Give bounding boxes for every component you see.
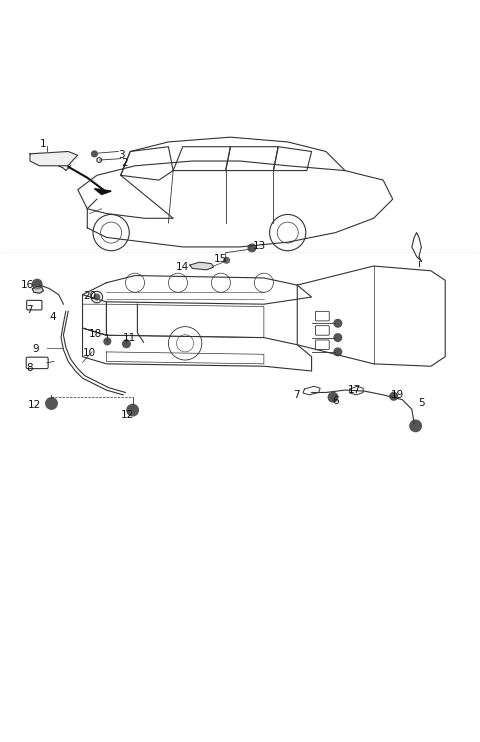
Circle shape	[92, 151, 97, 157]
Circle shape	[410, 420, 421, 432]
Text: 7: 7	[26, 305, 32, 315]
Circle shape	[46, 398, 57, 409]
Text: 16: 16	[21, 280, 34, 290]
Text: 12: 12	[121, 410, 134, 420]
Text: 17: 17	[348, 385, 361, 395]
Text: 9: 9	[33, 344, 39, 354]
Circle shape	[334, 334, 342, 341]
Circle shape	[122, 340, 130, 347]
Circle shape	[248, 244, 256, 252]
Text: 8: 8	[26, 363, 32, 372]
Text: 4: 4	[49, 312, 56, 322]
Text: 20: 20	[83, 291, 96, 301]
Text: 3: 3	[119, 150, 125, 160]
Text: 13: 13	[252, 241, 266, 251]
Polygon shape	[95, 188, 111, 194]
Text: 10: 10	[83, 348, 96, 358]
Text: 7: 7	[293, 390, 300, 400]
Text: 19: 19	[391, 390, 404, 400]
Circle shape	[33, 280, 42, 289]
Text: 2: 2	[121, 158, 128, 168]
Text: 12: 12	[28, 401, 41, 410]
Circle shape	[224, 257, 229, 263]
Text: 18: 18	[89, 329, 103, 339]
Polygon shape	[190, 262, 214, 270]
Text: 1: 1	[40, 139, 47, 149]
Text: 5: 5	[418, 398, 425, 408]
Text: 15: 15	[213, 254, 227, 264]
Circle shape	[94, 294, 100, 300]
Circle shape	[334, 320, 342, 327]
Polygon shape	[33, 286, 43, 293]
Circle shape	[127, 404, 138, 416]
Circle shape	[328, 393, 338, 402]
Circle shape	[334, 348, 342, 355]
Text: 14: 14	[176, 262, 189, 272]
Text: 11: 11	[123, 332, 136, 343]
Circle shape	[390, 393, 397, 400]
Circle shape	[104, 338, 111, 345]
Text: 6: 6	[332, 395, 339, 406]
